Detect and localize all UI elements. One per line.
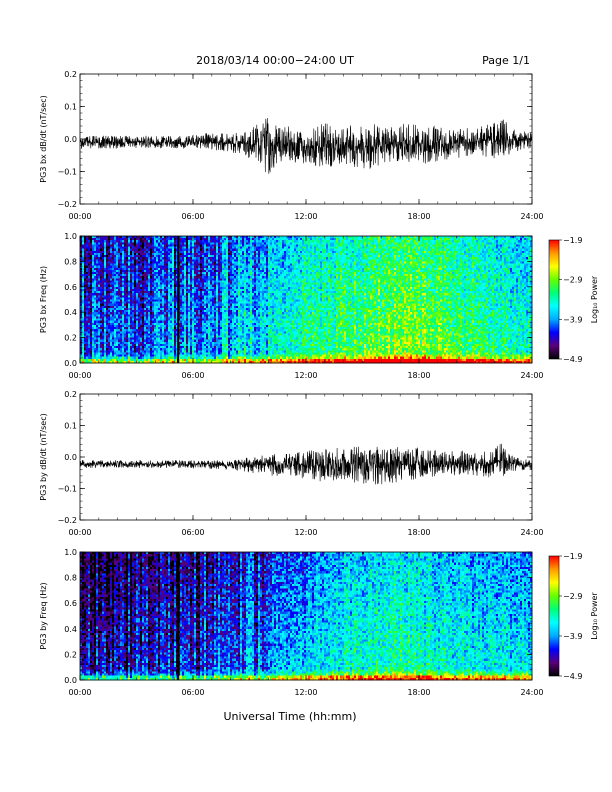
colorbar-tick-label: −3.9 [563, 315, 582, 324]
y-tick-label: 0.6 [64, 283, 77, 292]
series-trace [80, 443, 532, 485]
x-tick-label: 24:00 [520, 212, 543, 221]
y-tick-label: 0.0 [64, 453, 77, 462]
y-tick-label: 1.0 [64, 232, 77, 241]
x-tick-label: 00:00 [68, 212, 91, 221]
colorbar-tick-label: −4.9 [563, 672, 582, 681]
panel-3: 0.2 0.1 0.0 −0.1 −0.2 00:00 06:00 12:00 18:00 24:… [39, 390, 544, 537]
series-trace [80, 117, 532, 174]
x-tick-label: 12:00 [294, 212, 317, 221]
colorbar-tick-label: −3.9 [563, 632, 582, 641]
colorbar [548, 555, 560, 677]
panel-4: −1.9 −2.9 −3.9 −4.9 Log₁₀ Power 1.0 0.8 0.6 0.4 0… [39, 548, 599, 697]
y-tick-label: −0.1 [58, 168, 77, 177]
colorbar-tick-label: −1.9 [563, 236, 582, 245]
figure-title: 2018/03/14 00:00−24:00 UT [196, 54, 354, 67]
y-tick-label: 0.2 [64, 650, 77, 659]
y-tick-label: 0.0 [64, 135, 77, 144]
y-axis-label: PG3 bx Freq (Hz) [39, 266, 48, 333]
x-tick-label: 24:00 [520, 371, 543, 380]
y-axis-label: PG3 bx dB/dt (nT/sec) [39, 95, 48, 182]
y-tick-label: −0.2 [58, 516, 77, 525]
x-tick-label: 12:00 [294, 528, 317, 537]
x-tick-label: 06:00 [181, 528, 204, 537]
y-tick-label: 0.0 [64, 676, 77, 685]
y-tick-label: −0.2 [58, 200, 77, 209]
y-tick-label: −0.1 [58, 485, 77, 494]
x-tick-label: 18:00 [407, 688, 430, 697]
page-label: Page 1/1 [482, 54, 530, 67]
y-tick-label: 0.0 [64, 359, 77, 368]
y-tick-label: 0.2 [64, 70, 77, 79]
colorbar [548, 239, 560, 360]
x-tick-label: 18:00 [407, 528, 430, 537]
y-axis-label: PG3 by Freq (Hz) [39, 582, 48, 649]
y-tick-label: 1.0 [64, 548, 77, 557]
colorbar-label: Log₁₀ Power [590, 275, 599, 323]
x-tick-label: 24:00 [520, 688, 543, 697]
panels: 0.2 0.1 0.0 −0.1 −0.2 00:00 06:00 12:00 18:00 24:… [39, 70, 599, 697]
x-tick-label: 06:00 [181, 212, 204, 221]
colorbar-tick-label: −4.9 [563, 355, 582, 364]
y-tick-label: 0.4 [64, 308, 77, 317]
y-tick-label: 0.1 [64, 103, 77, 112]
y-tick-label: 0.2 [64, 390, 77, 399]
panel-2: −1.9 −2.9 −3.9 −4.9 Log₁₀ Power 1.0 0.8 0.6 0.4 0… [39, 232, 599, 380]
y-tick-label: 0.8 [64, 574, 77, 583]
y-tick-label: 0.4 [64, 625, 77, 634]
x-tick-label: 12:00 [294, 371, 317, 380]
colorbar-tick-label: −2.9 [563, 592, 582, 601]
colorbar-tick-label: −2.9 [563, 276, 582, 285]
heatmap-cells [80, 552, 533, 681]
y-axis-label: PG3 by dB/dt (nT/sec) [39, 413, 48, 500]
x-tick-label: 00:00 [68, 371, 91, 380]
colorbar-label: Log₁₀ Power [590, 592, 599, 640]
panel-1: 0.2 0.1 0.0 −0.1 −0.2 00:00 06:00 12:00 18:00 24:… [39, 70, 544, 221]
colorbar-tick-label: −1.9 [563, 552, 582, 561]
x-tick-label: 18:00 [407, 212, 430, 221]
heatmap-cells [80, 236, 533, 364]
x-tick-label: 24:00 [520, 528, 543, 537]
y-tick-label: 0.6 [64, 599, 77, 608]
y-tick-label: 0.1 [64, 422, 77, 431]
x-tick-label: 06:00 [181, 371, 204, 380]
x-tick-label: 00:00 [68, 528, 91, 537]
y-tick-label: 0.8 [64, 257, 77, 266]
time-axis-label: Universal Time (hh:mm) [224, 710, 357, 723]
x-tick-label: 18:00 [407, 371, 430, 380]
x-tick-label: 00:00 [68, 688, 91, 697]
y-tick-label: 0.2 [64, 334, 77, 343]
x-tick-label: 12:00 [294, 688, 317, 697]
x-tick-label: 06:00 [181, 688, 204, 697]
